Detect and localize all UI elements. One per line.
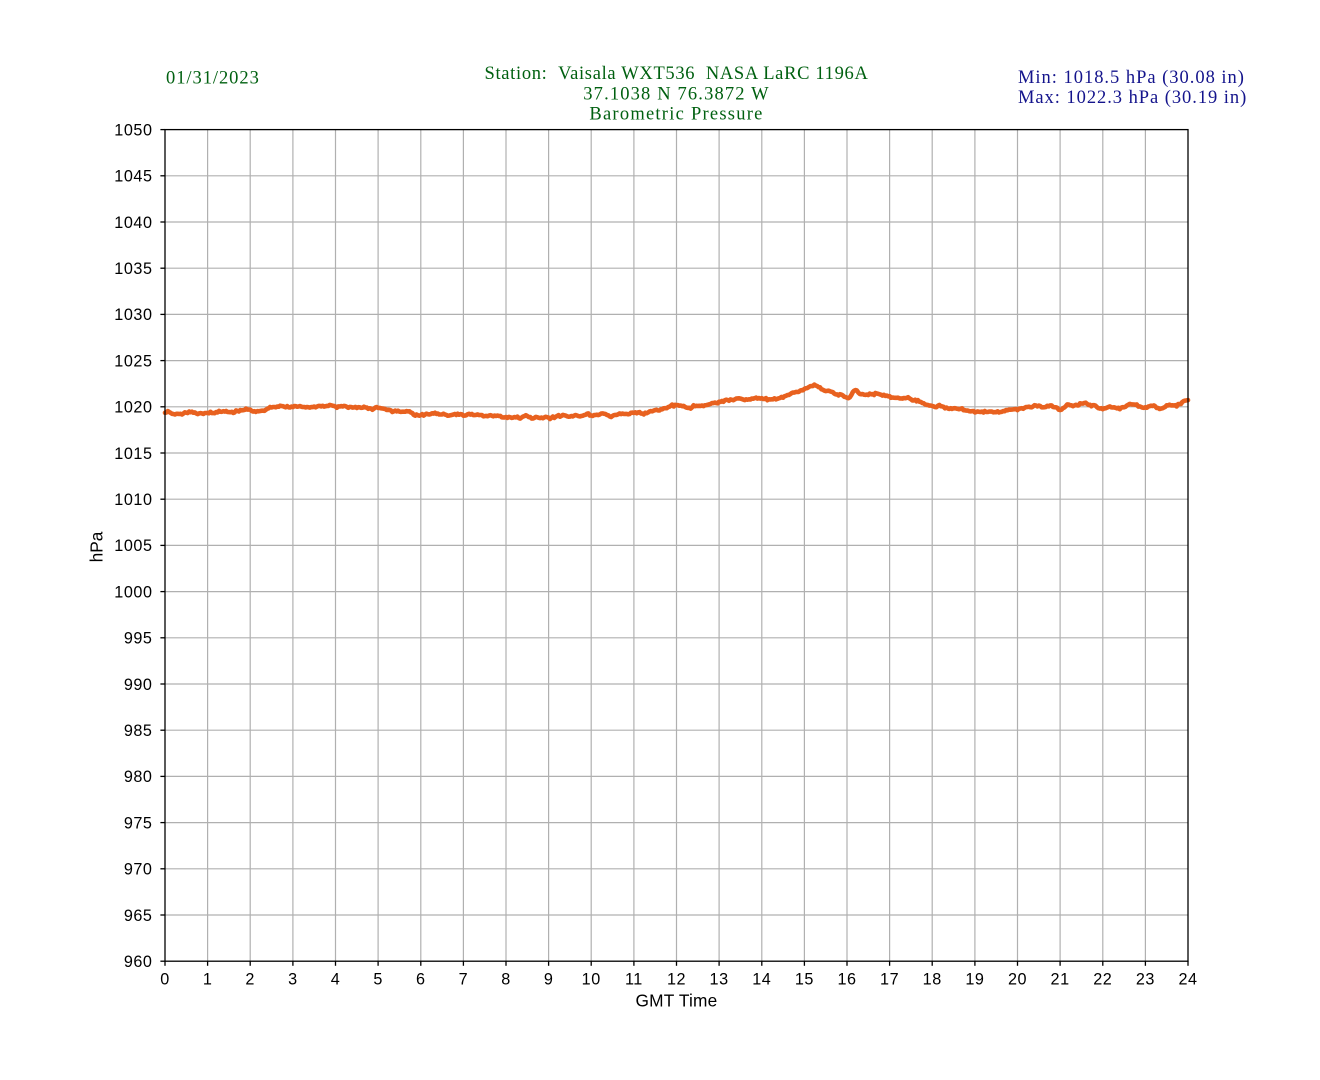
- svg-text:1020: 1020: [114, 399, 152, 417]
- svg-text:11: 11: [625, 970, 643, 988]
- svg-text:970: 970: [124, 861, 153, 879]
- svg-text:21: 21: [1051, 970, 1070, 988]
- svg-text:18: 18: [923, 970, 942, 988]
- svg-text:995: 995: [124, 630, 153, 648]
- svg-text:16: 16: [837, 970, 856, 988]
- svg-text:4: 4: [331, 970, 341, 988]
- svg-text:1: 1: [203, 970, 213, 988]
- svg-text:01/31/2023: 01/31/2023: [166, 69, 260, 89]
- svg-text:980: 980: [124, 768, 153, 786]
- svg-text:1015: 1015: [114, 445, 152, 463]
- svg-text:985: 985: [124, 722, 153, 740]
- svg-text:22: 22: [1093, 970, 1112, 988]
- svg-text:23: 23: [1136, 970, 1155, 988]
- svg-text:7: 7: [459, 970, 469, 988]
- svg-text:Station: Vaisala WXT536 NASA: Station: Vaisala WXT536 NASA LaRC 1196A: [485, 64, 869, 84]
- svg-text:14: 14: [752, 970, 771, 988]
- svg-text:1010: 1010: [114, 491, 152, 509]
- svg-text:0: 0: [160, 970, 170, 988]
- svg-text:975: 975: [124, 814, 153, 832]
- svg-text:GMT Time: GMT Time: [636, 991, 718, 1011]
- svg-text:5: 5: [373, 970, 383, 988]
- svg-text:1030: 1030: [114, 306, 152, 324]
- svg-text:17: 17: [880, 970, 899, 988]
- svg-text:Min: 1018.5 hPa (30.08 in): Min: 1018.5 hPa (30.08 in): [1018, 68, 1245, 88]
- svg-text:1025: 1025: [114, 352, 152, 370]
- svg-text:960: 960: [124, 953, 153, 971]
- svg-text:19: 19: [965, 970, 984, 988]
- svg-text:10: 10: [582, 970, 601, 988]
- svg-text:Max: 1022.3 hPa (30.19 in): Max: 1022.3 hPa (30.19 in): [1018, 88, 1247, 108]
- svg-text:990: 990: [124, 676, 153, 694]
- svg-text:2: 2: [245, 970, 255, 988]
- svg-text:1050: 1050: [114, 121, 152, 139]
- svg-text:9: 9: [544, 970, 554, 988]
- svg-text:37.1038 N 76.3872 W: 37.1038 N 76.3872 W: [583, 84, 769, 104]
- svg-text:3: 3: [288, 970, 298, 988]
- svg-text:1045: 1045: [114, 168, 152, 186]
- svg-text:8: 8: [501, 970, 511, 988]
- svg-text:hPa: hPa: [87, 531, 107, 562]
- svg-text:15: 15: [795, 970, 814, 988]
- svg-text:6: 6: [416, 970, 426, 988]
- svg-text:24: 24: [1178, 970, 1197, 988]
- svg-text:965: 965: [124, 907, 153, 925]
- svg-text:1040: 1040: [114, 214, 152, 232]
- svg-text:Barometric Pressure: Barometric Pressure: [589, 105, 763, 125]
- svg-text:1000: 1000: [114, 583, 152, 601]
- svg-text:1005: 1005: [114, 537, 152, 555]
- svg-text:12: 12: [667, 970, 686, 988]
- svg-text:20: 20: [1008, 970, 1027, 988]
- svg-text:13: 13: [710, 970, 729, 988]
- svg-text:1035: 1035: [114, 260, 152, 278]
